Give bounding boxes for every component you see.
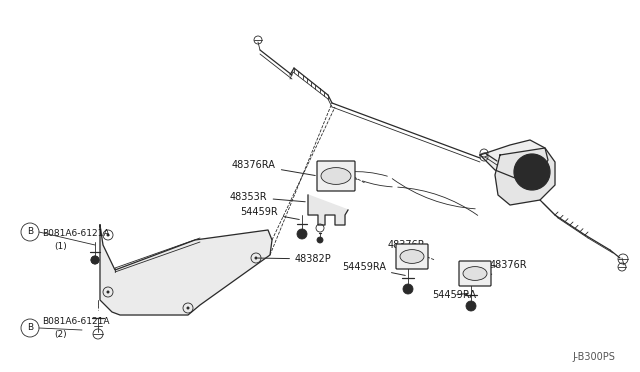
Circle shape [403,284,413,294]
Text: 48376RA: 48376RA [232,160,316,176]
Circle shape [514,154,550,190]
Text: B081A6-6121A: B081A6-6121A [42,230,109,238]
Ellipse shape [321,168,351,185]
Circle shape [466,301,476,311]
Circle shape [106,291,109,294]
Polygon shape [480,140,548,180]
Text: B: B [27,324,33,333]
Circle shape [91,256,99,264]
Text: 48382P: 48382P [258,254,332,264]
Text: (2): (2) [54,330,67,339]
Circle shape [186,307,189,310]
FancyBboxPatch shape [459,261,491,286]
Text: B081A6-6121A: B081A6-6121A [42,317,109,327]
Circle shape [317,237,323,243]
Circle shape [255,257,257,260]
Text: 54459R: 54459R [240,207,300,219]
Ellipse shape [463,267,487,280]
Text: J-B300PS: J-B300PS [572,352,615,362]
Polygon shape [100,225,272,315]
Text: B: B [27,228,33,237]
Text: 54459RA: 54459RA [342,262,405,275]
Text: 48353R: 48353R [230,192,305,202]
FancyBboxPatch shape [396,244,428,269]
Text: 48376R: 48376R [490,260,527,275]
Text: 48376R: 48376R [388,240,426,257]
Circle shape [106,234,109,237]
Polygon shape [308,195,348,225]
FancyBboxPatch shape [317,161,355,191]
Circle shape [297,229,307,239]
Ellipse shape [400,250,424,263]
Text: 54459RA: 54459RA [432,290,476,300]
Text: (1): (1) [54,241,67,250]
Polygon shape [495,148,555,205]
